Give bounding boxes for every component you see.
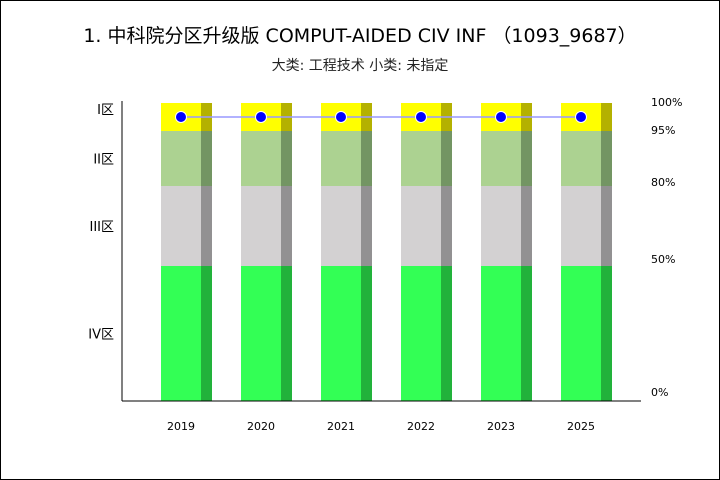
bar-segment bbox=[321, 186, 361, 266]
zone-label: III区 bbox=[89, 220, 114, 235]
bar-segment-shade bbox=[441, 266, 452, 401]
bar-segment-shade bbox=[201, 131, 212, 186]
zone-label: IV区 bbox=[88, 328, 114, 343]
bar-segment-shade bbox=[521, 266, 532, 401]
x-tick-label: 2025 bbox=[567, 420, 595, 433]
bar-segment-shade bbox=[601, 186, 612, 266]
bar-segment-shade bbox=[361, 186, 372, 266]
bar-segment-shade bbox=[361, 131, 372, 186]
right-tick-label: 80% bbox=[651, 176, 675, 189]
zone-label: II区 bbox=[93, 153, 114, 168]
data-point bbox=[495, 111, 507, 123]
bar-segment bbox=[561, 186, 601, 266]
bar-segment-shade bbox=[601, 103, 612, 131]
bar-segment bbox=[481, 186, 521, 266]
bar-segment-shade bbox=[441, 186, 452, 266]
bar-segment bbox=[481, 131, 521, 186]
bar-segment bbox=[241, 266, 281, 401]
right-tick-label: 0% bbox=[651, 386, 668, 399]
bar-segment bbox=[481, 266, 521, 401]
data-point bbox=[175, 111, 187, 123]
bar-segment-shade bbox=[201, 186, 212, 266]
bar-segment bbox=[561, 131, 601, 186]
data-point bbox=[575, 111, 587, 123]
bar-segment-shade bbox=[441, 131, 452, 186]
bar-segment-shade bbox=[521, 186, 532, 266]
bar-segment-shade bbox=[281, 186, 292, 266]
bar-segment bbox=[401, 266, 441, 401]
bar-segment bbox=[561, 266, 601, 401]
zone-label: I区 bbox=[97, 103, 114, 118]
bar-segment-shade bbox=[281, 131, 292, 186]
bar-segment-shade bbox=[601, 131, 612, 186]
data-point bbox=[415, 111, 427, 123]
x-tick-label: 2022 bbox=[407, 420, 435, 433]
right-tick-label: 50% bbox=[651, 253, 675, 266]
right-tick-label: 95% bbox=[651, 124, 675, 137]
x-tick-label: 2020 bbox=[247, 420, 275, 433]
data-point bbox=[255, 111, 267, 123]
x-tick-label: 2019 bbox=[167, 420, 195, 433]
right-tick-label: 100% bbox=[651, 96, 682, 109]
bar-segment bbox=[161, 186, 201, 266]
bar-segment bbox=[321, 131, 361, 186]
bar-segment bbox=[401, 186, 441, 266]
bar-segment bbox=[241, 131, 281, 186]
data-point bbox=[335, 111, 347, 123]
bar-segment bbox=[161, 131, 201, 186]
chart-subtitle: 大类: 工程技术 小类: 未指定 bbox=[271, 58, 449, 74]
x-tick-label: 2023 bbox=[487, 420, 515, 433]
bar-segment-shade bbox=[281, 266, 292, 401]
bar-segment bbox=[401, 131, 441, 186]
bar-segment bbox=[241, 186, 281, 266]
bar-segment bbox=[321, 266, 361, 401]
bar-segment-shade bbox=[601, 266, 612, 401]
chart-title: 1. 中科院分区升级版 COMPUT-AIDED CIV INF （1093_9… bbox=[83, 25, 637, 47]
bar-segment-shade bbox=[201, 266, 212, 401]
bar-segment bbox=[161, 266, 201, 401]
bar-segment-shade bbox=[361, 266, 372, 401]
x-tick-label: 2021 bbox=[327, 420, 355, 433]
bar-segment-shade bbox=[521, 131, 532, 186]
